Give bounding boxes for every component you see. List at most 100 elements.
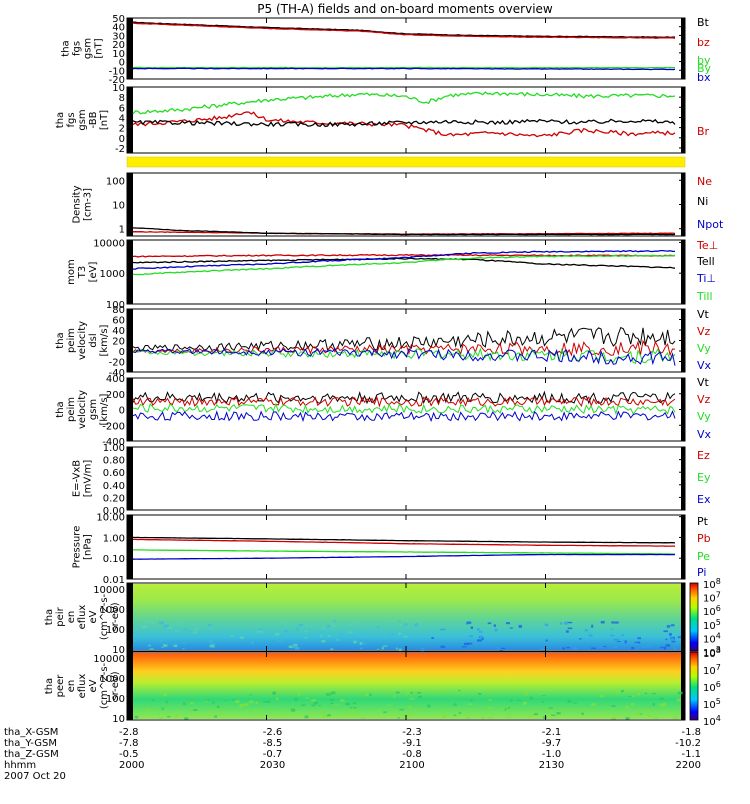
spectrogram-pixel [165,700,168,704]
spectrogram-pixel [220,710,225,712]
spectrogram-pixel [163,693,167,696]
spectrogram-pixel [275,632,280,636]
spectrogram-pixel [466,716,471,719]
spectrogram-pixel [663,646,667,650]
spectrogram-pixel [294,697,298,701]
spectrogram-pixel [323,714,329,718]
spectrogram-pixel [506,716,512,718]
spectrogram-pixel [294,647,300,650]
spectrogram-pixel [435,691,438,694]
spectrogram-pixel [622,643,627,647]
colorbar-label-base: 10 [703,700,716,711]
spectrogram-pixel [149,648,154,651]
x-row-value: 2030 [260,760,285,771]
y-tick-label: 4 [119,113,125,124]
colorbar-label: 108 [703,646,721,660]
panel-left-band [127,515,133,579]
y-tick-label: 0.01 [103,575,125,586]
y-axis-label: gsm [83,38,94,59]
spectrogram-pixel [284,630,288,633]
y-axis-label: Density [72,185,83,223]
panel-right-band [681,515,685,579]
legend-Pb: Pb [697,532,711,545]
legend-Br: Br [697,125,710,138]
y-tick-label: 0 [119,406,125,417]
y-axis-label: tha [55,112,66,128]
x-row-value: -1.0 [542,749,562,760]
spectrogram-pixel [668,633,672,636]
spectrogram-pixel [529,696,533,700]
series-Pb [133,538,676,547]
y-tick-label: 50 [112,14,125,25]
y-tick-label: 1000 [100,674,125,685]
spectrogram-pixel [510,699,513,702]
spectrogram-pixel [361,717,365,719]
spectrogram-pixel [276,697,279,701]
series-Vx [132,347,676,366]
spectrogram-pixel [210,643,216,646]
legend-Till: Till [696,290,713,303]
panel-ion_spectrogram: 10000 1000 100 10 tha peir en eflux eV (cm^2-s-sr… [44,577,721,659]
spectrogram-pixel [164,624,170,628]
spectrogram-pixel [417,691,421,694]
spectrogram-pixel [522,702,528,705]
y-tick-label: 0.60 [103,468,125,479]
legend-Vx: Vx [697,428,712,441]
spectrogram-pixel [427,704,431,708]
spectrogram-pixel [167,626,172,629]
x-row-value: -9.7 [542,738,562,749]
panel-frame [126,239,686,305]
series-Till [132,254,676,276]
spectrogram-pixel [666,625,671,628]
y-tick-label: 10 [112,201,125,212]
y-tick-label: 0.80 [103,456,125,467]
panel-efield: 1.00 0.800.60 0.400.20 0.00 E=-VxB [mV/m] Ez Ey… [72,443,711,517]
spectrogram-pixel [500,647,506,650]
spectrogram-pixel [322,627,325,630]
series-Br [132,111,676,138]
spectrogram-pixel [405,693,408,695]
y-axis-label: tha [44,678,55,694]
spectrogram-pixel [611,716,617,720]
legend-By: By [697,62,712,75]
spectrogram-pixel [625,705,630,709]
spectrogram-pixel [304,637,308,639]
spectrogram-pixel [209,639,213,643]
spectrogram-pixel [174,714,179,718]
spectrogram-pixel [467,703,473,706]
spectrogram-pixel [573,702,577,704]
spectrogram-pixel [145,620,149,623]
y-tick-label: 60 [112,316,125,327]
y-tick-label: 10000 [93,585,125,596]
y-axis-label: gsm [88,399,99,420]
spectrogram-pixel [509,627,513,629]
spectrogram-pixel [359,641,363,645]
y-tick-label: -200 [102,421,125,432]
y-tick-label: 0.00 [103,506,125,517]
colorbar-label: 104 [703,631,721,645]
spectrogram-pixel [488,716,493,719]
colorbar-label: 104 [703,714,721,728]
spectrogram-pixel [352,635,357,637]
spectrogram-pixel [630,702,635,706]
panel-left-band [127,87,133,153]
spectrogram-pixel [146,708,151,712]
y-axis-label: fgs [66,112,77,127]
y-tick-label: -10 [109,66,125,77]
spectrogram-pixel [458,711,462,714]
spectrogram-pixel [517,699,522,702]
spectrogram-pixel [243,703,249,707]
spectrogram-pixel [333,703,339,705]
colorbar-label-exp: 5 [716,618,721,627]
colorbar-label-base: 10 [703,648,716,659]
legend-Tell: Tell [696,255,715,268]
y-tick-label: 10 [112,49,125,60]
spectrogram-pixel [209,627,214,629]
spectrogram-pixel [320,635,323,638]
spectrogram-pixel [398,632,401,635]
spectrogram-pixel [528,715,532,718]
spectrogram-pixel [349,706,353,709]
spectrogram-pixel [311,704,315,707]
panel-right-band [681,87,685,153]
y-axis-label: en [66,680,77,693]
